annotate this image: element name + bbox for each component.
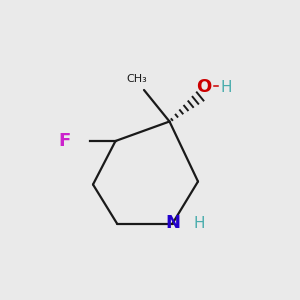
Text: F: F — [58, 132, 70, 150]
Text: H: H — [194, 216, 205, 231]
Text: CH₃: CH₃ — [126, 74, 147, 84]
Text: N: N — [165, 214, 180, 232]
Text: H: H — [221, 80, 232, 94]
Text: O: O — [196, 78, 211, 96]
